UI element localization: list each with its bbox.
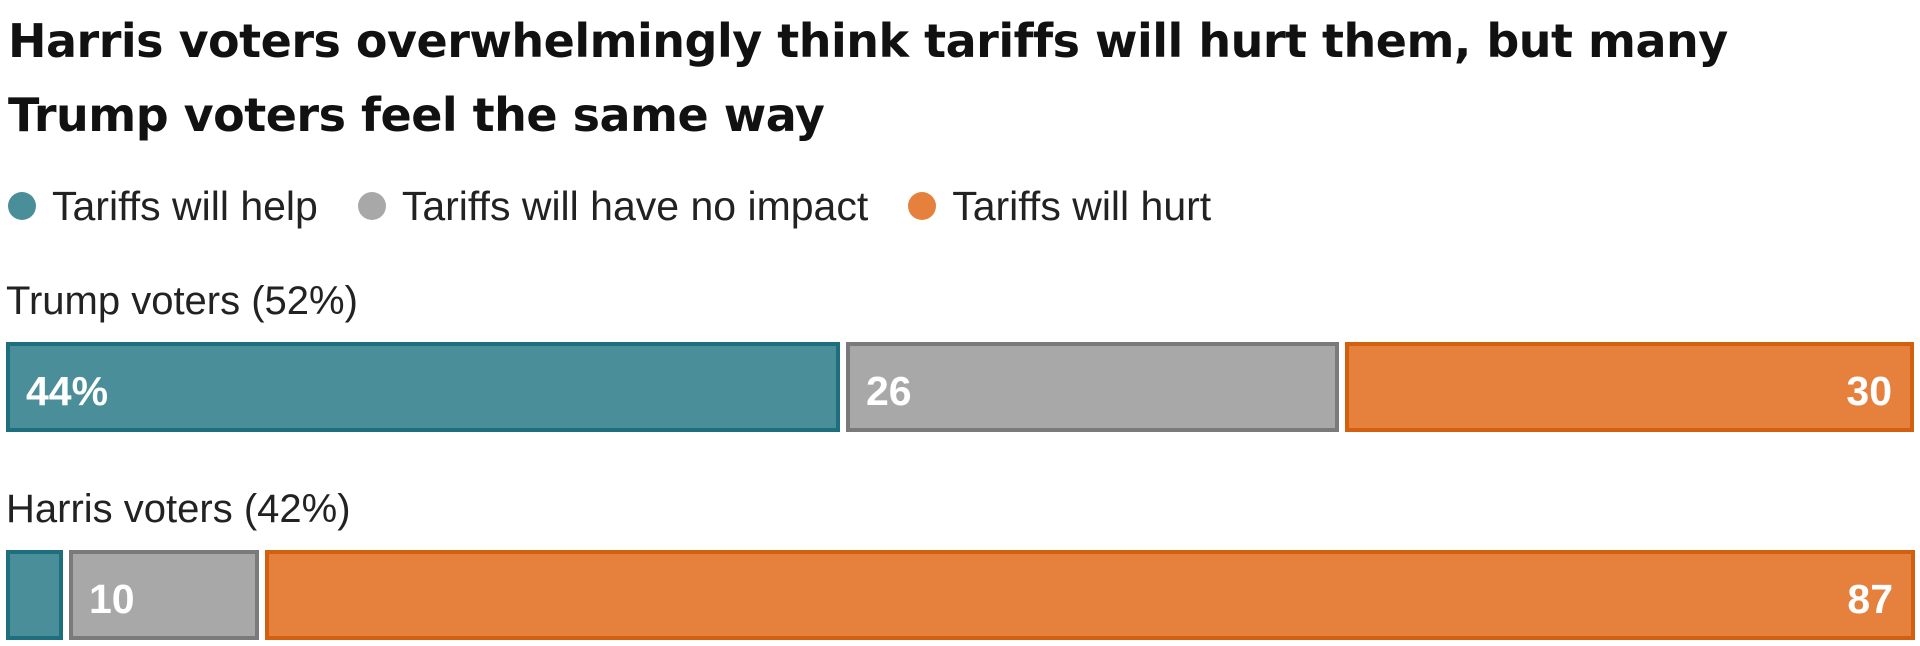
bar-row-harris: 10 87 — [6, 550, 1915, 640]
bar-segment-trump-help: 44% — [6, 342, 840, 432]
legend-item-hurt: Tariffs will hurt — [908, 183, 1211, 230]
legend-dot-no-impact — [357, 192, 386, 220]
bar-value-label-trump-none: 26 — [866, 368, 912, 414]
bar-row-trump: 44% 26 30 — [6, 342, 1914, 432]
bar-value-label-trump-hurt: 30 — [1846, 368, 1892, 414]
legend-label-hurt: Tariffs will hurt — [952, 182, 1212, 229]
bar-segment-harris-hurt: 87 — [265, 550, 1915, 640]
legend-dot-help — [8, 192, 36, 220]
legend-item-no-impact: Tariffs will have no impact — [357, 182, 869, 230]
bar-segment-trump-none: 26 — [846, 342, 1339, 432]
bar-value-label-harris-hurt: 87 — [1847, 576, 1893, 622]
bar-value-label-trump-help: 44% — [26, 368, 109, 414]
chart-title: Harris voters overwhelmingly think tarif… — [8, 14, 1728, 142]
bar-segment-trump-hurt: 30 — [1345, 342, 1914, 432]
legend-item-help: Tariffs will help — [8, 183, 318, 230]
legend-label-no-impact: Tariffs will have no impact — [401, 182, 869, 229]
legend-dot-hurt — [908, 192, 937, 220]
bar-value-label-harris-none: 10 — [89, 576, 135, 622]
bar-segment-harris-help — [6, 550, 63, 640]
row-label-harris: Harris voters (42%) — [6, 487, 351, 531]
row-label-trump: Trump voters (52%) — [6, 279, 358, 323]
legend: Tariffs will help Tariffs will have no i… — [8, 178, 1251, 234]
bar-segment-harris-none: 10 — [69, 550, 259, 640]
legend-label-help: Tariffs will help — [52, 182, 318, 229]
